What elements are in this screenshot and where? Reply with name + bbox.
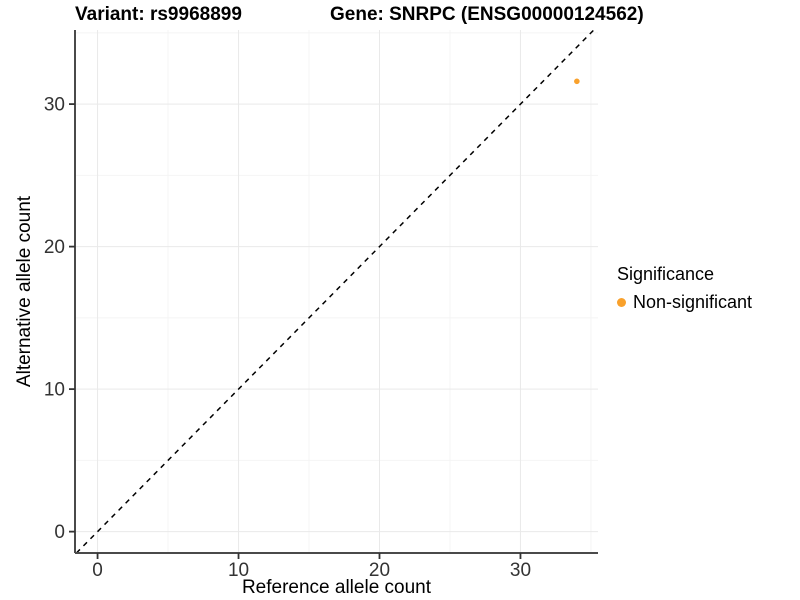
identity-dashed-line xyxy=(75,29,595,554)
variant-title: Variant: rs9968899 xyxy=(75,4,242,25)
legend: Significance Non-significant xyxy=(617,264,752,313)
gridlines-minor xyxy=(75,30,598,553)
y-tick-label: 10 xyxy=(44,380,65,401)
legend-item-label: Non-significant xyxy=(633,292,753,312)
legend-title: Significance xyxy=(617,264,715,284)
x-tick-label: 10 xyxy=(228,560,249,581)
y-axis-title: Alternative allele count xyxy=(14,195,35,387)
axis-lines xyxy=(74,30,598,554)
x-tick-label: 0 xyxy=(92,560,103,581)
x-axis-title: Reference allele count xyxy=(242,577,432,598)
data-points xyxy=(574,78,580,85)
x-tick-label: 30 xyxy=(510,560,531,581)
axis-ticks-and-labels: 0 10 20 30 0 10 20 30 xyxy=(44,95,531,581)
y-tick-label: 0 xyxy=(54,522,65,543)
legend-key-dot-icon xyxy=(617,298,626,307)
x-tick-label: 20 xyxy=(369,560,390,581)
gene-title: Gene: SNRPC (ENSG00000124562) xyxy=(330,4,644,25)
y-tick-label: 30 xyxy=(44,95,65,116)
data-point xyxy=(574,78,580,85)
legend-item-non-significant: Non-significant xyxy=(617,292,752,313)
gridlines-major xyxy=(75,30,598,553)
y-tick-label: 20 xyxy=(44,237,65,258)
